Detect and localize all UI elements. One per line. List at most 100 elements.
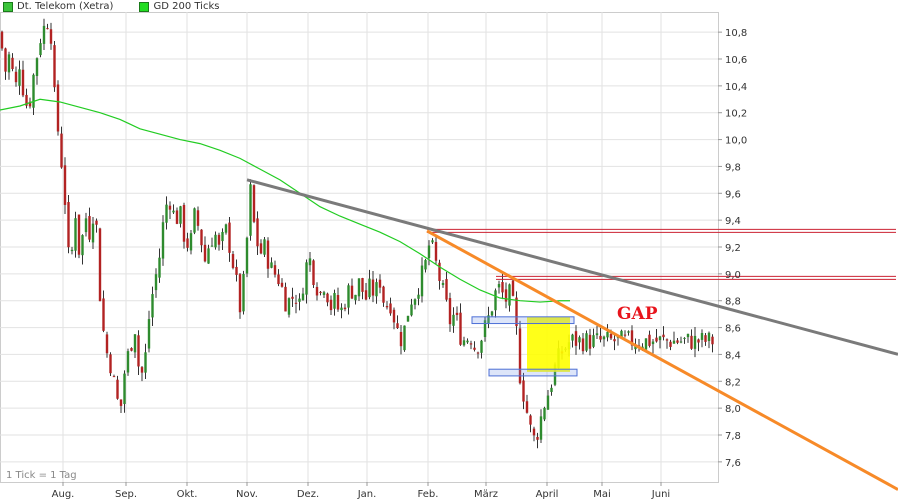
candle-up (480, 340, 483, 353)
candle-up (441, 282, 445, 285)
candle-down (21, 69, 25, 96)
candle-down (385, 306, 389, 308)
candle-up (35, 58, 39, 76)
candle-down (102, 298, 105, 331)
candle-down (231, 254, 235, 268)
candle-up (585, 333, 588, 351)
candle-down (256, 218, 259, 247)
legend-label-price: Dt. Telekom (Xetra) (17, 1, 114, 12)
candle-up (154, 274, 158, 291)
candle-up (123, 373, 126, 405)
y-tick-label: 9,0 (725, 270, 741, 281)
candle-up (354, 294, 357, 301)
candle-up (424, 260, 427, 270)
candle-down (448, 298, 452, 325)
legend-item-price: Dt. Telekom (Xetra) (3, 1, 113, 12)
candle-up (487, 315, 490, 324)
y-tick-label: 9,6 (725, 189, 741, 200)
candle-down (277, 274, 280, 285)
tick-note: 1 Tick = 1 Tag (6, 470, 77, 481)
candle-down (336, 294, 340, 310)
candle-down (77, 214, 81, 255)
candle-up (357, 278, 361, 297)
candle-down (581, 338, 585, 352)
candle-up (651, 341, 655, 345)
candle-up (263, 239, 266, 255)
candle-down (459, 312, 462, 345)
candle-down (361, 278, 364, 292)
x-tick-label: Dez. (297, 489, 319, 500)
candle-down (574, 331, 578, 346)
x-tick-label: Nov. (236, 489, 258, 500)
candle-down (182, 204, 186, 242)
y-tick-label: 10,8 (725, 28, 747, 39)
candle-up (452, 314, 455, 326)
candle-up (627, 331, 630, 333)
candle-down (60, 133, 63, 168)
y-tick-label: 9,4 (725, 216, 741, 227)
candle-up (462, 340, 466, 346)
candle-up (543, 407, 546, 420)
candle-down (455, 312, 459, 315)
y-tick-label: 10,0 (725, 136, 747, 147)
candle-up (420, 265, 424, 297)
candle-down (266, 240, 270, 269)
annotations: GAP (246, 178, 898, 491)
y-tick-label: 8,0 (725, 404, 741, 415)
candle-down (469, 343, 473, 345)
candle-down (63, 165, 67, 205)
candle-up (417, 294, 420, 299)
candle-up (91, 223, 95, 243)
candle-down (28, 101, 32, 107)
y-tick-label: 8,6 (725, 324, 741, 335)
candle-down (350, 285, 354, 299)
candle-down (473, 347, 476, 350)
candle-down (168, 205, 172, 210)
candle-down (630, 330, 634, 346)
candle-down (49, 29, 53, 44)
moving-average-series (0, 98, 570, 303)
x-tick-label: März (474, 489, 498, 500)
y-tick-label: 8,2 (725, 377, 741, 388)
candle-up (571, 334, 574, 341)
candle-up (634, 345, 637, 350)
candle-up (431, 240, 434, 243)
candle-up (406, 315, 410, 322)
legend: Dt. Telekom (Xetra) GD 200 Ticks (3, 1, 219, 12)
candle-down (280, 282, 284, 287)
x-tick-label: Feb. (418, 489, 439, 500)
candle-down (665, 339, 669, 341)
gap-label: GAP (617, 304, 658, 324)
candle-up (494, 290, 497, 311)
candle-up (322, 292, 326, 295)
candle-up (602, 336, 606, 340)
legend-item-ma: GD 200 Ticks (139, 1, 219, 12)
candle-up (644, 338, 648, 350)
x-tick-label: Okt. (177, 489, 198, 500)
candle-up (147, 319, 151, 349)
candle-down (112, 376, 116, 378)
candle-down (623, 334, 627, 336)
candle-down (186, 238, 189, 248)
candle-down (371, 279, 375, 296)
candle-up (413, 299, 417, 305)
candle-up (490, 311, 494, 316)
candle-up (249, 184, 252, 236)
candle-up (70, 249, 74, 252)
candle-down (109, 354, 112, 374)
candle-down (525, 401, 529, 413)
candle-down (252, 185, 256, 222)
candle-up (693, 335, 697, 349)
candle-down (259, 243, 263, 254)
candle-up (172, 210, 175, 213)
candle-down (284, 286, 287, 312)
candle-up (340, 307, 343, 311)
legend-label-ma: GD 200 Ticks (153, 1, 220, 12)
candle-up (301, 293, 305, 301)
candle-down (0, 31, 4, 49)
candle-up (207, 248, 210, 264)
x-tick-label: Aug. (52, 489, 75, 500)
candle-up (679, 341, 683, 343)
candle-down (88, 216, 91, 240)
candle-up (224, 224, 228, 233)
